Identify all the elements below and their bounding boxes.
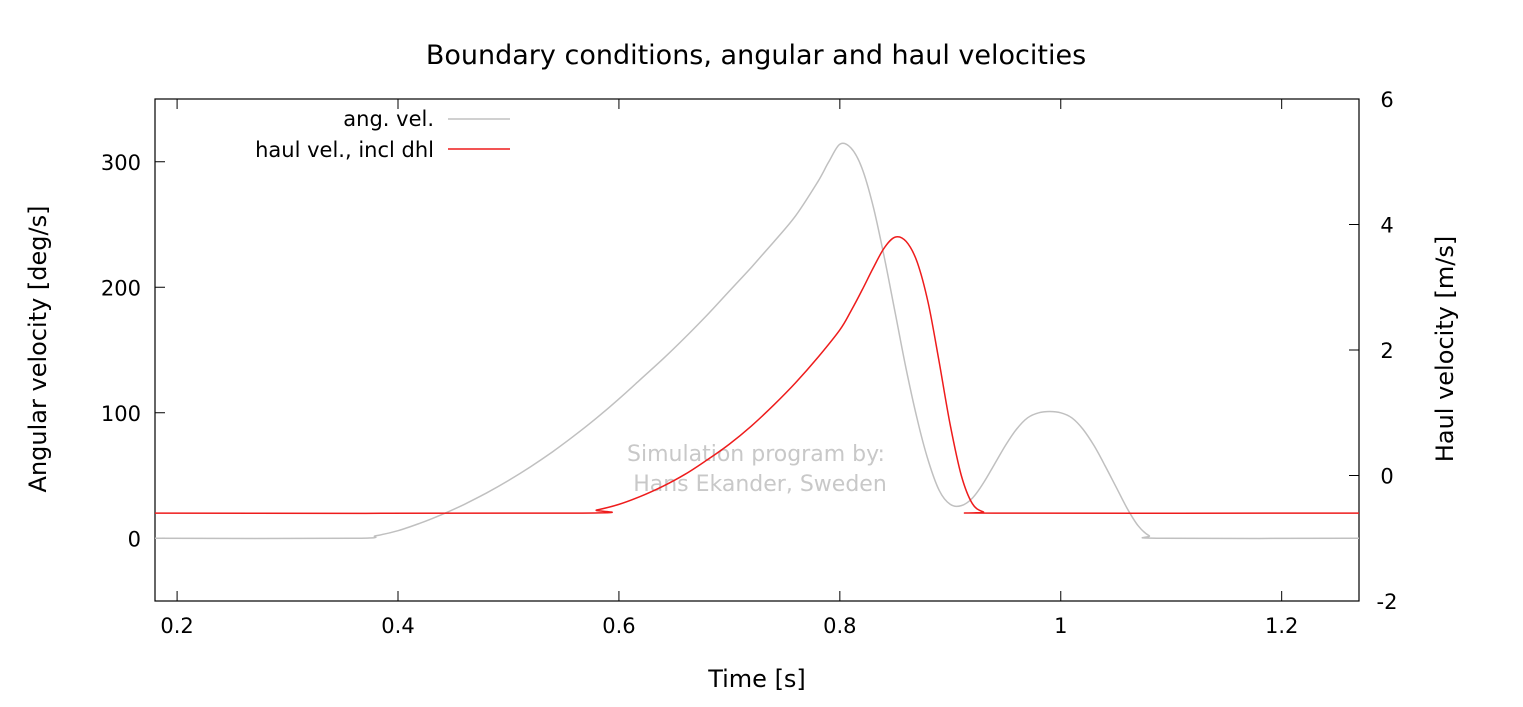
y2-axis-label: Haul velocity [m/s] bbox=[1431, 236, 1459, 462]
y-tick-label: 100 bbox=[101, 402, 141, 426]
y-tick-label: 0 bbox=[128, 527, 141, 551]
x-axis-ticks: 0.2 0.4 0.6 0.8 1 1.2 bbox=[160, 99, 1298, 638]
x-tick-label: 0.4 bbox=[381, 614, 414, 638]
x-tick-label: 1.2 bbox=[1265, 614, 1298, 638]
series-line-haul-vel bbox=[154, 235, 1360, 515]
y-axis-label: Angular velocity [deg/s] bbox=[24, 206, 52, 493]
watermark-line-1: Simulation program by: bbox=[627, 442, 885, 467]
y-tick-label: 200 bbox=[101, 276, 141, 300]
y2-tick-label: 0 bbox=[1380, 465, 1393, 489]
y-tick-label: 300 bbox=[101, 151, 141, 175]
watermark-line-2: Hans Ekander, Sweden bbox=[633, 472, 887, 497]
x-tick-label: 0.6 bbox=[602, 614, 635, 638]
plot-frame bbox=[154, 98, 1360, 602]
legend: ang. vel. haul vel., incl dhl bbox=[255, 107, 510, 162]
y2-tick-label: -2 bbox=[1377, 590, 1398, 614]
y2-tick-label: 2 bbox=[1380, 339, 1393, 363]
series-line-ang-vel bbox=[154, 142, 1360, 540]
x-tick-label: 0.8 bbox=[823, 614, 856, 638]
series-layer bbox=[154, 142, 1360, 540]
y2-tick-label: 6 bbox=[1380, 88, 1393, 112]
legend-label-haul-vel: haul vel., incl dhl bbox=[255, 138, 434, 162]
chart-title: Boundary conditions, angular and haul ve… bbox=[426, 40, 1086, 71]
x-tick-label: 1 bbox=[1054, 614, 1067, 638]
x-axis-label: Time [s] bbox=[707, 665, 806, 693]
y2-tick-label: 4 bbox=[1380, 214, 1393, 238]
legend-label-ang-vel: ang. vel. bbox=[343, 107, 434, 131]
y2-axis-ticks: -2 0 2 4 6 bbox=[1349, 88, 1397, 614]
x-tick-label: 0.2 bbox=[160, 614, 193, 638]
